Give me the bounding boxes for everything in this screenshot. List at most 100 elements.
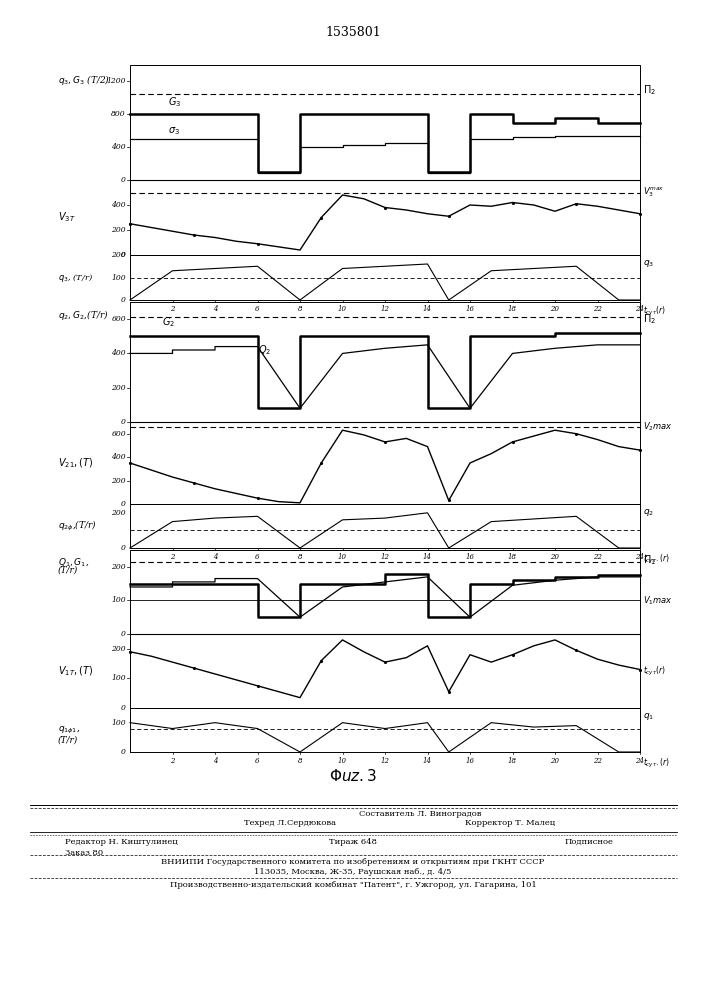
Text: 16: 16 [465,757,474,765]
Text: 200: 200 [112,384,126,392]
Text: $t_{сут}(r)$: $t_{сут}(r)$ [643,305,666,318]
Text: 14: 14 [423,305,432,313]
Text: 400: 400 [112,453,126,461]
Text: 16: 16 [465,553,474,561]
Text: 400: 400 [112,143,126,151]
Text: 8: 8 [298,305,303,313]
Text: 400: 400 [112,201,126,209]
Text: 12: 12 [380,305,390,313]
Text: 0: 0 [121,418,126,426]
Text: $t_{сут}.(r)$: $t_{сут}.(r)$ [643,553,670,566]
Text: $t_{сут}(r)$: $t_{сут}(r)$ [643,664,666,678]
Text: Составитель Л. Виноградов: Составитель Л. Виноградов [358,810,481,818]
Text: 0: 0 [121,748,126,756]
Text: 12: 12 [380,757,390,765]
Text: 6: 6 [255,305,259,313]
Text: 2: 2 [170,553,175,561]
Text: Редактор Н. Киштулинец: Редактор Н. Киштулинец [65,838,177,846]
Text: $q_3$: $q_3$ [643,258,654,269]
Text: 0: 0 [121,296,126,304]
Text: 8: 8 [298,757,303,765]
Text: 200: 200 [112,645,126,653]
Text: 100: 100 [112,273,126,282]
Text: 0: 0 [121,544,126,552]
Text: Подписное: Подписное [565,838,614,846]
Text: 10: 10 [338,757,347,765]
Text: Корректор Т. Малец: Корректор Т. Малец [465,819,555,827]
Text: $Q_2$: $Q_2$ [257,343,271,357]
Text: $V_{3T}$: $V_{3T}$ [58,211,76,224]
Text: 14: 14 [423,757,432,765]
Text: 200: 200 [112,226,126,234]
Text: $\Pi_2$: $\Pi_2$ [643,312,656,326]
Text: $q_2,G_2$,(T/r): $q_2,G_2$,(T/r) [58,308,109,322]
Text: $q_{2\phi}$,(T/r): $q_{2\phi}$,(T/r) [58,519,97,533]
Text: $\sigma_3$: $\sigma_3$ [168,125,180,137]
Text: 4: 4 [213,757,217,765]
Text: 8: 8 [298,553,303,561]
Text: Техред Л.Сердюкова: Техред Л.Сердюкова [244,819,336,827]
Text: $G_3$: $G_3$ [168,95,182,109]
Text: $\Phi u\mathit{z}.3$: $\Phi u\mathit{z}.3$ [329,768,377,784]
Text: $t_{сут}.(r)$: $t_{сут}.(r)$ [643,757,670,770]
Text: 100: 100 [112,674,126,682]
Text: Заказ 80: Заказ 80 [65,849,103,857]
Text: 0: 0 [121,176,126,184]
Text: 200: 200 [112,251,126,259]
Text: 113035, Москва, Ж-35, Раушская наб., д. 4/5: 113035, Москва, Ж-35, Раушская наб., д. … [255,868,452,876]
Text: Производственно-издательский комбинат "Патент", г. Ужгород, ул. Гагарина, 101: Производственно-издательский комбинат "П… [170,881,537,889]
Text: 24: 24 [636,757,645,765]
Text: $q_1$: $q_1$ [643,711,654,722]
Text: (T/r): (T/r) [58,566,78,575]
Text: 2: 2 [170,305,175,313]
Text: 20: 20 [551,305,559,313]
Text: 0: 0 [121,704,126,712]
Text: $q_3,G_3$ (T/2): $q_3,G_3$ (T/2) [58,73,110,87]
Text: 4: 4 [213,553,217,561]
Text: 10: 10 [338,305,347,313]
Text: 0: 0 [121,251,126,259]
Text: 20: 20 [551,757,559,765]
Text: 24: 24 [636,553,645,561]
Text: 600: 600 [112,430,126,438]
Text: 12: 12 [380,553,390,561]
Text: 2: 2 [170,757,175,765]
Text: 200: 200 [112,509,126,517]
Text: 18: 18 [508,757,517,765]
Text: $q_{1\phi1}$,: $q_{1\phi1}$, [58,724,81,736]
Text: 14: 14 [423,553,432,561]
Text: 800: 800 [112,110,126,118]
Text: 18: 18 [508,553,517,561]
Text: 0: 0 [121,630,126,638]
Text: 18: 18 [508,305,517,313]
Text: 1535801: 1535801 [325,25,381,38]
Text: ВНИИПИ Государственного комитета по изобретениям и открытиям при ГКНТ СССР: ВНИИПИ Государственного комитета по изоб… [161,858,544,866]
Text: $q_2$: $q_2$ [643,507,654,518]
Text: $\Pi_2$: $\Pi_2$ [643,83,656,97]
Text: 22: 22 [593,305,602,313]
Text: 22: 22 [593,553,602,561]
Text: $\Pi_1$: $\Pi_1$ [643,553,656,567]
Text: 200: 200 [112,477,126,485]
Text: $V_{1T},(T)$: $V_{1T},(T)$ [58,664,93,678]
Text: $q_3$, (T/r): $q_3$, (T/r) [58,271,93,284]
Text: 20: 20 [551,553,559,561]
Text: $V_1 max$: $V_1 max$ [643,594,673,607]
Text: $V_3^{max}$: $V_3^{max}$ [643,186,665,199]
Text: 200: 200 [112,563,126,571]
Text: 16: 16 [465,305,474,313]
Text: 10: 10 [338,553,347,561]
Text: 24: 24 [636,305,645,313]
Text: 100: 100 [112,719,126,727]
Text: 6: 6 [255,757,259,765]
Text: Тираж 648: Тираж 648 [329,838,377,846]
Text: 100: 100 [112,596,126,604]
Text: 400: 400 [112,349,126,357]
Text: $V_2 max$: $V_2 max$ [643,420,673,433]
Text: 22: 22 [593,757,602,765]
Text: 1200: 1200 [107,77,126,85]
Text: $V_{21},(T)$: $V_{21},(T)$ [58,456,93,470]
Text: 6: 6 [255,553,259,561]
Text: (T/r): (T/r) [58,736,78,744]
Text: $Q_1,G_1$,: $Q_1,G_1$, [58,556,89,568]
